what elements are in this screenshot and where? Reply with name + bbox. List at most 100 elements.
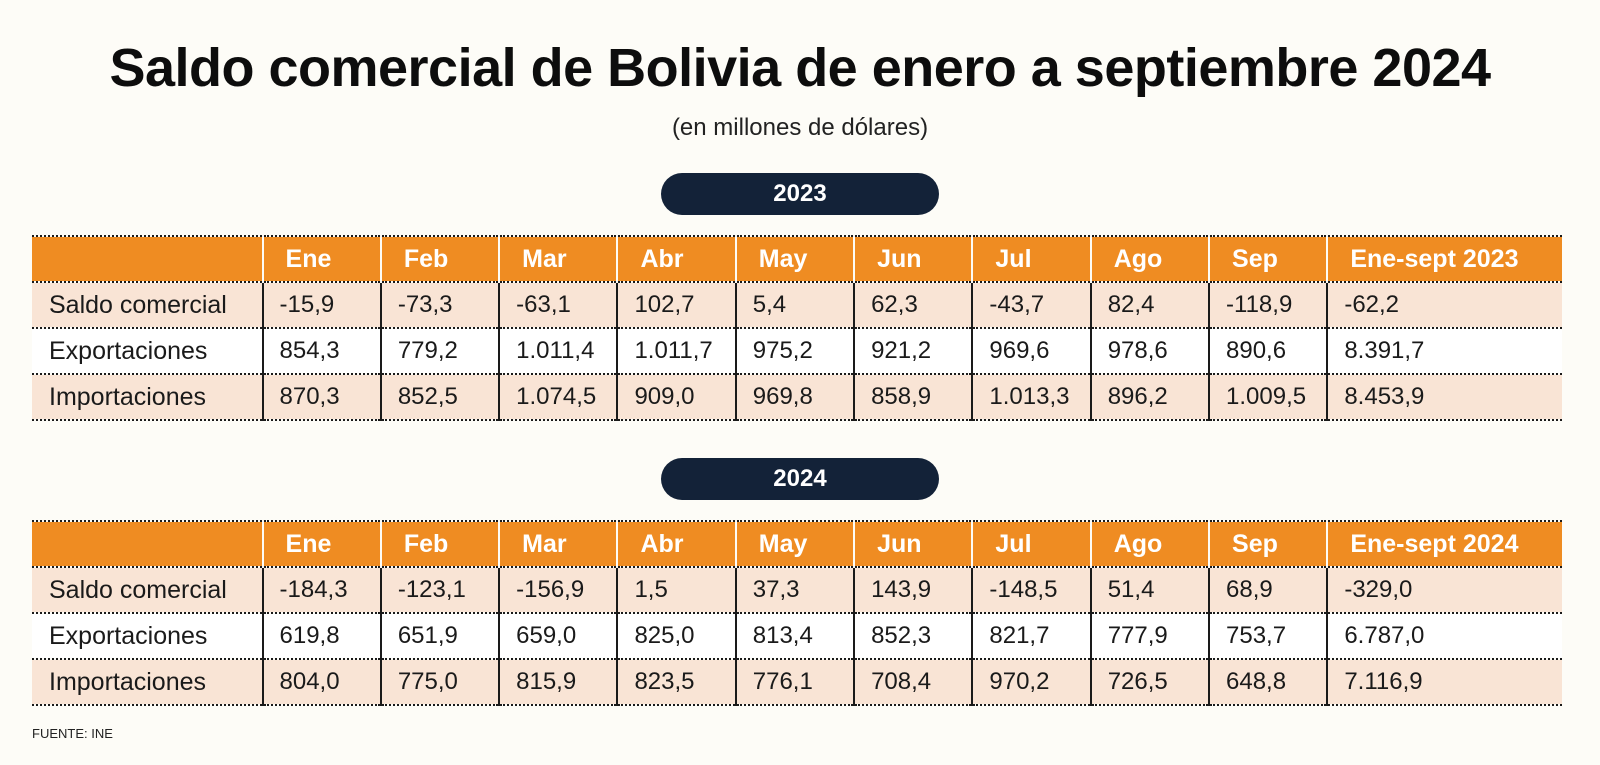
table-cell: 1.074,5 [498,373,618,421]
column-header: Feb [379,235,500,283]
row-label: Exportaciones [32,327,263,375]
table-cell: 1.009,5 [1208,373,1328,421]
table-cell-total: 6.787,0 [1326,612,1562,660]
column-header: Jun [853,520,973,568]
column-header: May [734,520,855,568]
column-header: Jul [971,235,1091,283]
column-header: Ago [1089,520,1210,568]
header-corner [32,520,263,568]
table-cell: 909,0 [616,373,736,421]
row-label: Importaciones [32,658,263,706]
table-cell: 68,9 [1208,566,1328,614]
table-cell: 870,3 [261,373,381,421]
table-cell: -15,9 [261,281,381,329]
table-cell: 651,9 [379,612,500,660]
table-cell: 5,4 [734,281,855,329]
table-row-exportaciones: Exportaciones 619,8 651,9 659,0 825,0 81… [32,612,1562,660]
table-cell: 753,7 [1208,612,1328,660]
column-header: Ago [1089,235,1210,283]
table-cell-total: -329,0 [1326,566,1562,614]
column-header-total: Ene-sept 2023 [1326,235,1562,283]
table-cell: 804,0 [261,658,381,706]
table-cell: 648,8 [1208,658,1328,706]
column-header: Ene [261,520,381,568]
table-cell: 970,2 [971,658,1091,706]
table-row-importaciones: Importaciones 804,0 775,0 815,9 823,5 77… [32,658,1562,706]
table-cell: -118,9 [1208,281,1328,329]
table-cell: -63,1 [498,281,618,329]
column-header: Sep [1208,235,1328,283]
table-cell: 777,9 [1089,612,1210,660]
column-header: Abr [616,520,736,568]
table-cell-total: -62,2 [1326,281,1562,329]
table-row-saldo: Saldo comercial -15,9 -73,3 -63,1 102,7 … [32,281,1562,329]
table-cell: -43,7 [971,281,1091,329]
column-header: Jul [971,520,1091,568]
table-cell: 1.011,4 [498,327,618,375]
table-cell: 51,4 [1089,566,1210,614]
row-label: Saldo comercial [32,281,263,329]
row-label: Exportaciones [32,612,263,660]
table-cell: 37,3 [734,566,855,614]
table-cell: 1.011,7 [616,327,736,375]
table-header-row: Ene Feb Mar Abr May Jun Jul Ago Sep Ene-… [32,235,1562,283]
table-row-importaciones: Importaciones 870,3 852,5 1.074,5 909,0 … [32,373,1562,421]
source-note: FUENTE: INE [32,726,113,741]
table-cell: 858,9 [853,373,973,421]
column-header: Feb [379,520,500,568]
table-cell: -156,9 [498,566,618,614]
table-cell: 969,8 [734,373,855,421]
table-cell: -148,5 [971,566,1091,614]
table-row-exportaciones: Exportaciones 854,3 779,2 1.011,4 1.011,… [32,327,1562,375]
column-header: Sep [1208,520,1328,568]
table-header-row: Ene Feb Mar Abr May Jun Jul Ago Sep Ene-… [32,520,1562,568]
table-cell: 1.013,3 [971,373,1091,421]
column-header-total: Ene-sept 2024 [1326,520,1562,568]
table-cell: 825,0 [616,612,736,660]
table-cell: 969,6 [971,327,1091,375]
table-cell: 821,7 [971,612,1091,660]
page-title: Saldo comercial de Bolivia de enero a se… [109,38,1491,98]
year-badge-2023: 2023 [661,173,939,215]
table-cell: 896,2 [1089,373,1210,421]
header-corner [32,235,263,283]
table-cell: -73,3 [379,281,500,329]
table-cell: -123,1 [379,566,500,614]
table-cell: 619,8 [261,612,381,660]
table-cell: 659,0 [498,612,618,660]
column-header: Ene [261,235,381,283]
table-cell: 62,3 [853,281,973,329]
table-cell: 776,1 [734,658,855,706]
table-cell: 708,4 [853,658,973,706]
table-cell-total: 8.391,7 [1326,327,1562,375]
table-cell: 978,6 [1089,327,1210,375]
table-cell: 726,5 [1089,658,1210,706]
table-cell: -184,3 [261,566,381,614]
table-cell: 975,2 [734,327,855,375]
table-cell: 102,7 [616,281,736,329]
table-cell: 82,4 [1089,281,1210,329]
table-cell-total: 7.116,9 [1326,658,1562,706]
page-subtitle: (en millones de dólares) [671,114,929,141]
table-cell: 143,9 [853,566,973,614]
table-cell: 775,0 [379,658,500,706]
trade-table-2023: Ene Feb Mar Abr May Jun Jul Ago Sep Ene-… [32,235,1562,421]
table-cell: 921,2 [853,327,973,375]
table-cell: 854,3 [261,327,381,375]
table-cell: 815,9 [498,658,618,706]
year-badge-2024: 2024 [661,458,939,500]
table-cell: 1,5 [616,566,736,614]
column-header: Mar [498,235,618,283]
row-label: Importaciones [32,373,263,421]
table-cell: 823,5 [616,658,736,706]
column-header: May [734,235,855,283]
table-row-saldo: Saldo comercial -184,3 -123,1 -156,9 1,5… [32,566,1562,614]
trade-table-2024: Ene Feb Mar Abr May Jun Jul Ago Sep Ene-… [32,520,1562,706]
table-cell: 852,5 [379,373,500,421]
table-cell: 779,2 [379,327,500,375]
table-cell: 890,6 [1208,327,1328,375]
table-cell: 813,4 [734,612,855,660]
row-label: Saldo comercial [32,566,263,614]
column-header: Jun [853,235,973,283]
column-header: Abr [616,235,736,283]
